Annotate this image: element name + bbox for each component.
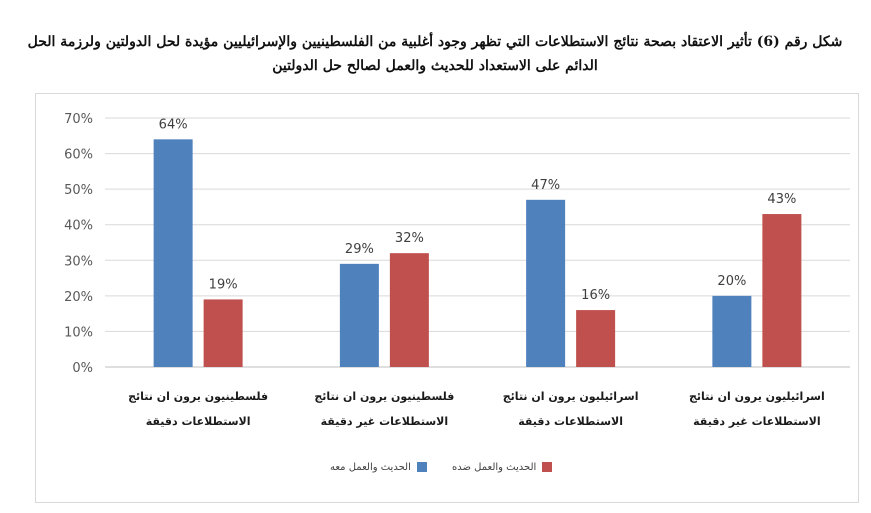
x-tick-label: الاستطلاعات غير دقيقة — [693, 415, 820, 428]
data-label: 16% — [581, 288, 610, 303]
x-tick-label: الاستطلاعات دقيقة — [146, 415, 251, 428]
x-tick-label: فلسطينيون يرون ان نتائج — [128, 390, 268, 403]
bar — [526, 199, 566, 367]
y-tick-label: 20% — [64, 290, 93, 305]
bar — [762, 214, 802, 367]
data-label: 19% — [209, 277, 238, 292]
y-tick-label: 10% — [64, 325, 93, 340]
data-label: 29% — [345, 242, 374, 257]
bar — [153, 139, 193, 367]
legend-label-series-2: الحديث والعمل ضده — [452, 461, 537, 473]
x-tick-label: اسرائيليون يرون ان نتائج — [689, 390, 825, 403]
y-tick-label: 30% — [64, 254, 93, 269]
x-tick-label: اسرائيليون يرون ان نتائج — [503, 390, 639, 403]
data-label: 64% — [159, 117, 188, 132]
data-label: 47% — [531, 178, 560, 193]
legend-item-series-2: الحديث والعمل ضده — [452, 458, 553, 476]
x-tick-label: الاستطلاعات غير دقيقة — [321, 415, 448, 428]
bar — [203, 299, 243, 367]
y-tick-label: 50% — [64, 183, 93, 198]
bar — [712, 295, 752, 367]
bar — [576, 310, 616, 367]
legend-swatch-series-1 — [416, 462, 427, 472]
legend-label-series-1: الحديث والعمل معه — [330, 461, 411, 473]
y-tick-label: 70% — [64, 112, 93, 127]
y-tick-label: 60% — [64, 148, 93, 163]
legend-swatch-series-2 — [542, 462, 553, 472]
data-label: 20% — [717, 274, 746, 289]
x-tick-label: فلسطينيون يرون ان نتائج — [314, 390, 454, 403]
bar — [339, 263, 379, 367]
chart-frame — [35, 93, 859, 503]
y-tick-label: 40% — [64, 219, 93, 234]
data-label: 32% — [395, 231, 424, 246]
chart-title: شكل رقم (6) تأثير الاعتقاد بصحة نتائج ال… — [27, 34, 843, 74]
y-tick-label: 0% — [72, 361, 93, 376]
bar — [389, 253, 429, 367]
data-label: 43% — [767, 192, 796, 207]
legend-item-series-1: الحديث والعمل معه — [330, 458, 427, 476]
x-tick-label: الاستطلاعات دقيقة — [518, 415, 623, 428]
